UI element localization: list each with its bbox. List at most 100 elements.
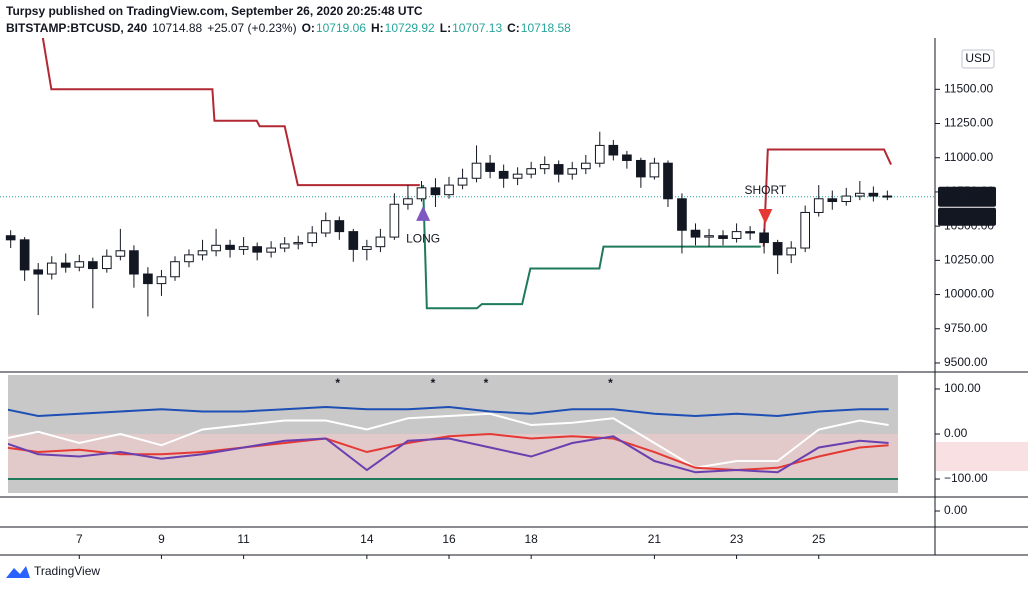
candle-body	[416, 187, 427, 200]
candle-body	[567, 168, 578, 175]
y-tick-label: −100.00	[944, 471, 988, 485]
candle-body	[143, 273, 153, 285]
candle-body	[526, 168, 537, 175]
header-token: BITSTAMP:BTCUSD, 240	[6, 21, 147, 35]
y-tick-label: 10000.00	[944, 287, 994, 301]
candle-body	[430, 187, 441, 196]
candle-body	[718, 235, 728, 239]
x-tick-label: 7	[76, 532, 83, 546]
published-line: Turpsy published on TradingView.com, Sep…	[6, 4, 423, 18]
candle-body	[156, 276, 167, 285]
x-tick-label: 11	[237, 532, 250, 546]
candle-body	[375, 236, 386, 248]
candle-body	[211, 244, 221, 252]
x-tick-label: 9	[158, 532, 165, 546]
last-price-box	[938, 186, 996, 207]
candle-body	[772, 242, 783, 256]
candle-body	[74, 261, 85, 268]
candle-body	[225, 244, 235, 250]
signal-star: *	[335, 376, 340, 390]
candle-body	[170, 261, 180, 278]
candle-body	[60, 262, 71, 268]
candle-body	[663, 162, 673, 200]
candle-body	[745, 231, 755, 234]
x-tick-label: 14	[360, 532, 374, 546]
header-token: 10714.88	[152, 21, 202, 35]
candle-body	[841, 195, 852, 203]
x-tick-label: 16	[442, 532, 456, 546]
candle-body	[266, 247, 276, 253]
candle-body	[608, 144, 619, 156]
candle-body	[129, 250, 139, 275]
x-tick-label: 25	[812, 532, 826, 546]
candle-body	[553, 164, 564, 175]
indicator-line	[8, 405, 889, 417]
candle-body	[238, 246, 249, 250]
candle-body	[293, 242, 304, 245]
trailing-stop	[41, 38, 420, 187]
candle-body	[868, 192, 879, 197]
candle-body	[485, 162, 495, 172]
x-tick-label: 23	[730, 532, 744, 546]
signal-marker	[416, 205, 431, 221]
axes: 9500.009750.0010000.0010250.0010500.0010…	[76, 49, 1028, 559]
price-pane: LONG SHORT	[0, 38, 935, 317]
currency-box	[961, 49, 995, 69]
signal-star: *	[431, 376, 436, 390]
y-tick-label: 11250.00	[944, 116, 993, 130]
candle-body	[649, 162, 660, 178]
trailing-stop	[422, 185, 761, 310]
candle-body	[33, 269, 44, 275]
signal-marker	[758, 209, 773, 225]
currency: USD	[965, 51, 991, 65]
indicator-line	[8, 432, 889, 472]
candle-body	[512, 173, 523, 179]
header-token: 10707.13	[452, 21, 502, 35]
candle-body	[320, 220, 331, 234]
candle-body	[362, 246, 372, 250]
signal-label: SHORT	[744, 183, 786, 197]
brand: TradingView	[6, 564, 100, 578]
header-token: C:	[507, 21, 520, 35]
candle-body	[882, 195, 893, 198]
signal-star: *	[484, 376, 489, 390]
candle-body	[786, 247, 797, 256]
candle-body	[334, 220, 345, 233]
countdown-box	[938, 207, 996, 226]
candle-body	[46, 262, 57, 275]
candle-body	[677, 198, 687, 231]
candle-body	[19, 239, 30, 271]
x-tick-label: 18	[524, 532, 538, 546]
header-token: L:	[440, 21, 451, 35]
candle-body	[690, 229, 701, 238]
candle-body	[457, 177, 468, 186]
candle-body	[389, 203, 400, 238]
header-token: O:	[302, 21, 315, 35]
candle-body	[759, 232, 769, 244]
x-tick-label: 21	[648, 532, 662, 546]
candle-body	[580, 162, 591, 170]
candle-body	[184, 254, 194, 263]
y-tick-label: 9500.00	[944, 355, 988, 369]
candle-body	[307, 232, 318, 244]
indicator-pane	[8, 405, 898, 481]
header-token: 10729.92	[385, 21, 435, 35]
candle-body	[498, 170, 509, 179]
y-tick-label: 100.00	[944, 381, 981, 395]
y-tick-label: 9750.00	[944, 321, 988, 335]
candle-body	[252, 246, 262, 253]
header-token: +25.07 (+0.23%)	[207, 21, 296, 35]
candle-body	[539, 164, 550, 170]
symbol-line: BITSTAMP:BTCUSD, 240 10714.88 +25.07 (+0.2…	[6, 21, 571, 35]
indicator-line	[8, 435, 889, 474]
candle-body	[854, 192, 865, 197]
candle-body	[348, 231, 359, 250]
y-tick-label: 0.00	[944, 503, 968, 517]
candle-body	[800, 211, 811, 249]
signal-label: LONG	[406, 231, 440, 245]
candle-body	[115, 250, 126, 257]
candle-body	[197, 250, 208, 256]
header-token: H:	[371, 21, 384, 35]
candle-body	[731, 231, 742, 239]
